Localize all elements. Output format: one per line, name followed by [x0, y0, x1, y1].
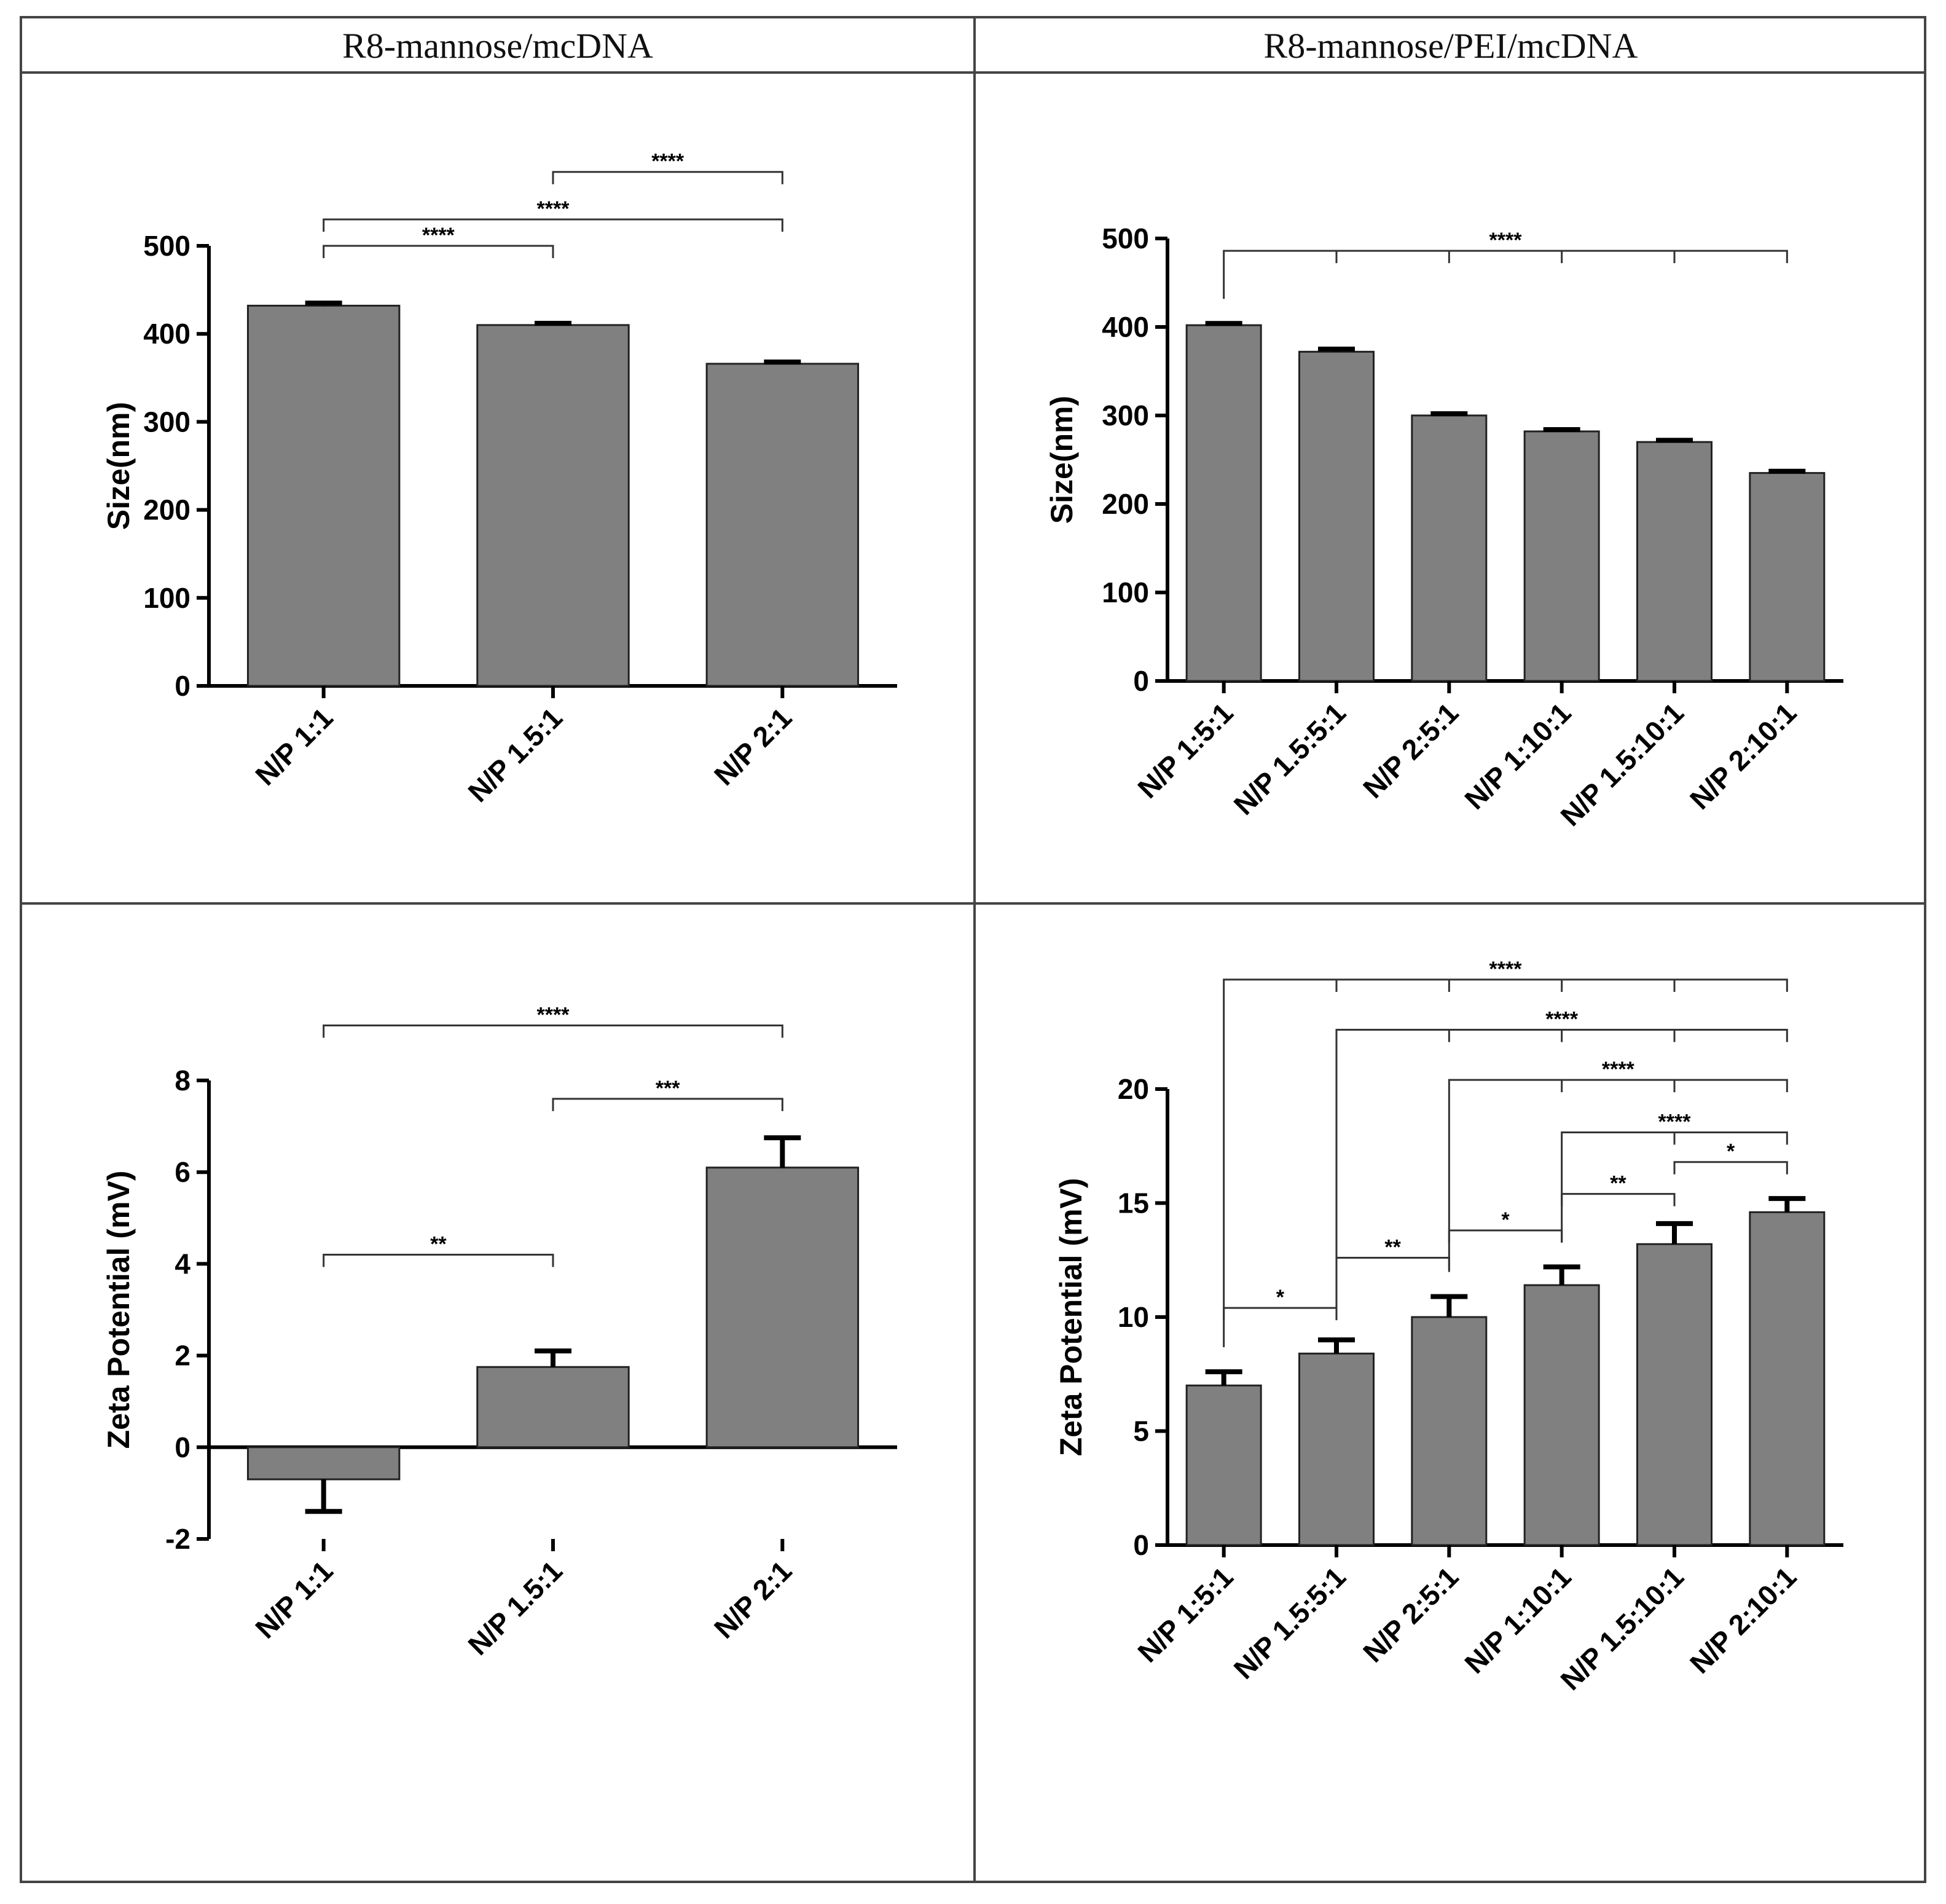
y-tick-label: 4: [175, 1248, 190, 1280]
significance-bracket: [323, 1024, 783, 1038]
y-tick-label: 5: [1133, 1415, 1149, 1447]
significance-label: *: [1727, 1140, 1735, 1163]
y-tick-label: 400: [1102, 311, 1149, 343]
bar: [1185, 1384, 1262, 1546]
figure-frame: [20, 16, 1926, 1883]
bar: [476, 324, 630, 687]
y-tick-label: 0: [175, 670, 190, 702]
y-tick-label: 100: [143, 582, 190, 614]
significance-bracket: [552, 1098, 783, 1111]
size-chart-r8-mannose: 0 100 200 300 400 500 Size(nm) N/P 1:1 N/P 1.5:1…: [101, 150, 897, 808]
y-tick-label: 500: [143, 230, 190, 262]
y-tick-label: 500: [1102, 222, 1149, 254]
bar: [1298, 1352, 1375, 1546]
y-axis-title: Size(nm): [1045, 396, 1079, 524]
bar: [1411, 1316, 1488, 1546]
y-axis-title: Zeta Potential (mV): [1054, 1178, 1088, 1457]
y-axis-title: Zeta Potential (mV): [101, 1171, 136, 1449]
y-tick-label: 100: [1102, 576, 1149, 608]
right-column-header: R8-mannose/PEI/mcDNA: [1264, 26, 1638, 66]
category-label: N/P 1:5:1: [1131, 1560, 1239, 1668]
category-label: N/P 2:5:1: [1357, 1560, 1464, 1668]
left-column-header: R8-mannose/mcDNA: [342, 26, 653, 66]
bar: [1411, 414, 1488, 682]
y-tick-label: -2: [165, 1523, 190, 1555]
y-tick-label: 8: [175, 1064, 190, 1096]
significance-bracket: [1673, 1161, 1788, 1174]
category-label: N/P 1:10:1: [1458, 1560, 1577, 1679]
y-tick-label: 300: [1102, 399, 1149, 431]
significance-label: *: [1501, 1208, 1510, 1232]
size-chart-r8-mannose-pei: 0 100 200 300 400 500 Size(nm) N/P 1:5:1N/P 1.5…: [1045, 222, 1843, 832]
y-tick-label: 0: [175, 1431, 190, 1463]
category-label: N/P 1:5:1: [1131, 696, 1239, 804]
bar: [1749, 472, 1826, 682]
category-label: N/P 1.5:1: [461, 1554, 568, 1661]
significance-label: **: [1384, 1236, 1401, 1259]
bar: [1185, 324, 1262, 682]
bar: [246, 1446, 401, 1481]
bar: [1298, 350, 1375, 682]
significance-bracket: [323, 218, 783, 232]
significance-bracket: [1561, 1193, 1676, 1206]
y-tick-label: 200: [1102, 488, 1149, 520]
significance-label: ***: [656, 1077, 680, 1100]
category-label: N/P 2:10:1: [1684, 1560, 1802, 1679]
bar: [476, 1366, 630, 1449]
significance-bracket: [1223, 978, 1788, 1348]
y-tick-label: 2: [175, 1340, 190, 1372]
bar: [1636, 441, 1713, 682]
significance-label: ****: [1489, 958, 1523, 981]
bar: [1636, 1243, 1713, 1546]
category-label: N/P 1.5:5:1: [1228, 696, 1352, 821]
y-tick-label: 20: [1118, 1073, 1149, 1105]
bar: [705, 363, 860, 687]
significance-bracket: [1448, 1229, 1563, 1243]
significance-label: ****: [537, 197, 570, 221]
significance-label: **: [430, 1232, 447, 1256]
significance-label: ****: [537, 1003, 570, 1026]
category-label: N/P 2:10:1: [1684, 696, 1802, 815]
significance-bracket: [1335, 1257, 1450, 1270]
significance-bracket: [1448, 1079, 1788, 1272]
y-tick-label: 300: [143, 406, 190, 438]
significance-label: ****: [651, 150, 685, 173]
significance-label: **: [1610, 1172, 1626, 1195]
bar: [1523, 430, 1600, 682]
significance-bracket: [1223, 1307, 1338, 1321]
y-tick-label: 15: [1118, 1187, 1149, 1219]
y-tick-label: 0: [1133, 665, 1149, 697]
category-label: N/P 2:5:1: [1357, 696, 1464, 804]
significance-label: ****: [1602, 1058, 1635, 1081]
category-label: N/P 1:1: [249, 1554, 339, 1644]
y-tick-label: 400: [143, 318, 190, 350]
category-label: N/P 1:10:1: [1458, 696, 1577, 815]
category-label: N/P 1.5:5:1: [1228, 1560, 1352, 1685]
category-label: N/P 2:1: [708, 1554, 798, 1644]
y-tick-label: 200: [143, 494, 190, 526]
significance-bracket: [552, 171, 783, 184]
significance-bracket: [323, 245, 554, 258]
y-tick-label: 0: [1133, 1529, 1149, 1561]
category-label: N/P 2:1: [708, 701, 798, 791]
significance-label: ****: [422, 224, 455, 247]
y-tick-label: 6: [175, 1156, 190, 1188]
significance-label: *: [1276, 1286, 1285, 1309]
bar: [1749, 1211, 1826, 1546]
y-axis-title: Size(nm): [101, 402, 136, 530]
bar: [246, 304, 401, 687]
significance-label: ****: [1545, 1008, 1579, 1031]
significance-label: ****: [1489, 229, 1523, 252]
category-label: N/P 1.5:1: [461, 701, 568, 808]
significance-bracket: [1223, 250, 1788, 299]
y-tick-label: 10: [1118, 1301, 1149, 1333]
category-label: N/P 1:1: [249, 701, 339, 791]
bar: [705, 1166, 860, 1449]
bar: [1523, 1284, 1600, 1546]
zeta-chart-r8-mannose: -2 0 2 4 6 8 Zeta Potential (mV) N/P 1:1 N/P 1.5…: [101, 1003, 897, 1661]
significance-label: ****: [1658, 1110, 1692, 1133]
significance-bracket: [323, 1253, 554, 1267]
